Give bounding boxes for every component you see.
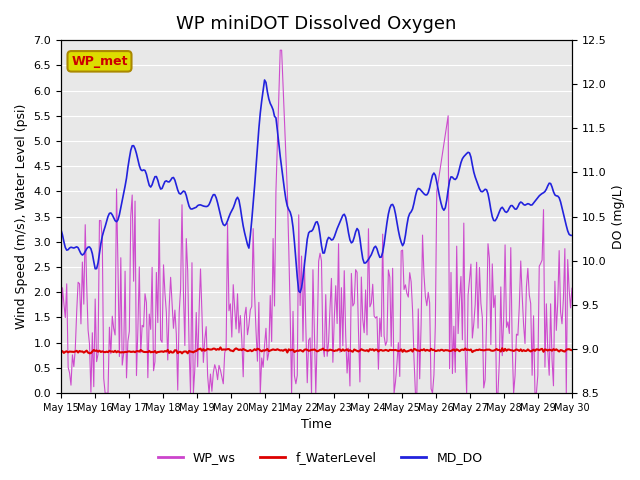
Legend: WP_ws, f_WaterLevel, MD_DO: WP_ws, f_WaterLevel, MD_DO bbox=[152, 446, 488, 469]
Y-axis label: Wind Speed (m/s), Water Level (psi): Wind Speed (m/s), Water Level (psi) bbox=[15, 104, 28, 329]
Text: WP_met: WP_met bbox=[71, 55, 128, 68]
Y-axis label: DO (mg/L): DO (mg/L) bbox=[612, 184, 625, 249]
X-axis label: Time: Time bbox=[301, 419, 332, 432]
Title: WP miniDOT Dissolved Oxygen: WP miniDOT Dissolved Oxygen bbox=[176, 15, 457, 33]
